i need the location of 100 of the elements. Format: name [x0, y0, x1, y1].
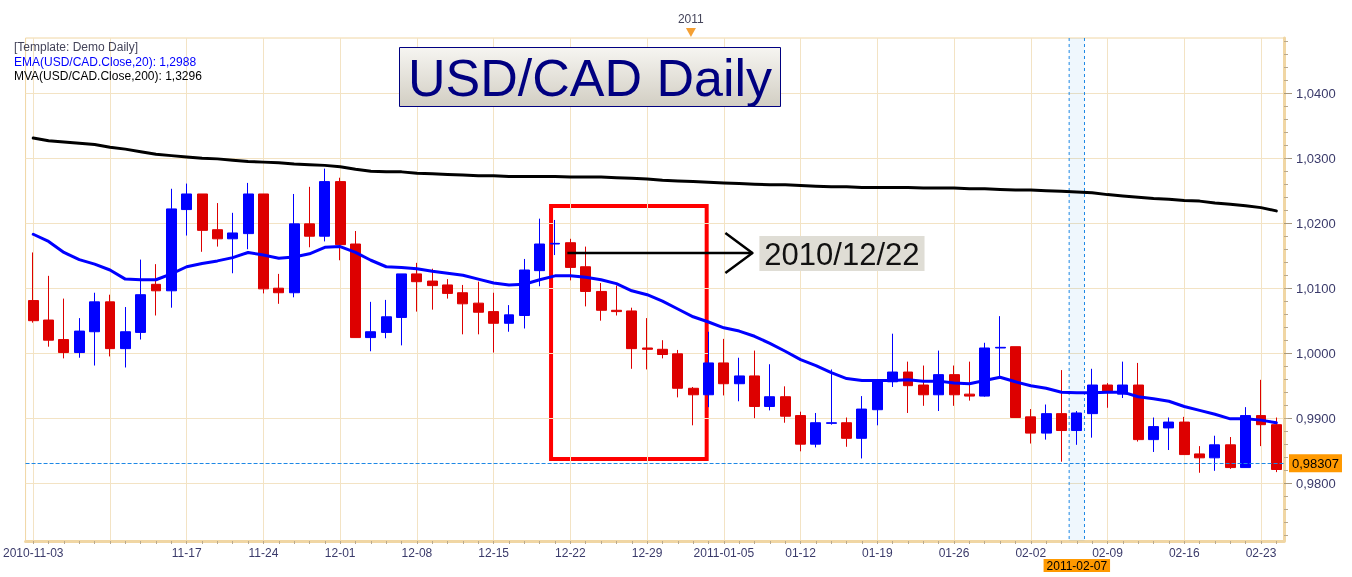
- candlestick: [120, 306, 131, 368]
- candlestick: [258, 193, 269, 294]
- legend-title: [Template: Demo Daily]: [14, 40, 139, 54]
- chart-title: USD/CAD Daily: [408, 49, 773, 107]
- y-tick-label: 0,9900: [1296, 410, 1336, 426]
- x-tick-label: 01-19: [861, 545, 893, 560]
- candlestick: [887, 333, 898, 388]
- candlestick: [1133, 362, 1144, 443]
- candlestick: [1194, 445, 1205, 474]
- candlestick: [89, 292, 100, 367]
- candlestick: [212, 202, 223, 248]
- x-tick-label: 02-09: [1092, 545, 1124, 560]
- candlestick: [1025, 408, 1036, 445]
- y-tick-label: 1,0300: [1296, 150, 1336, 166]
- candlestick: [734, 357, 745, 402]
- candlestick: [365, 301, 376, 352]
- candlestick: [427, 268, 438, 311]
- candlestick: [504, 304, 514, 333]
- line-series: [31, 136, 1278, 213]
- candlestick: [1010, 346, 1021, 419]
- candlestick: [626, 307, 637, 370]
- x-tick-label: 01-12: [785, 545, 817, 560]
- candlestick: [473, 281, 484, 335]
- x-tick-label: 11-24: [248, 545, 279, 560]
- candlestick: [764, 363, 775, 411]
- candlestick: [703, 331, 714, 408]
- candlestick: [918, 365, 929, 407]
- candlestick: [519, 258, 530, 329]
- text: EMA(USD/CAD.Close,20): 1,2988: [14, 55, 197, 69]
- candlestick: [780, 385, 791, 424]
- x-tick-label: 12-15: [478, 545, 510, 560]
- candlestick: [350, 230, 361, 339]
- candlestick: [335, 177, 346, 261]
- candlestick: [933, 350, 944, 412]
- candlestick: [442, 278, 453, 300]
- y-tick-label: 1,0200: [1296, 215, 1336, 231]
- candlestick: [273, 273, 284, 305]
- y-tick-label: 1,0100: [1296, 280, 1336, 296]
- x-tick-label: 12-08: [401, 545, 433, 560]
- candlestick: [457, 284, 468, 335]
- candlestick: [672, 349, 683, 398]
- candlestick: [135, 259, 146, 341]
- text: MVA(USD/CAD.Close,200): 1,3296: [14, 69, 203, 83]
- candlestick: [43, 275, 54, 348]
- x-tick-label: 01-26: [938, 545, 970, 560]
- candlestick: [718, 338, 729, 396]
- candlestick: [979, 342, 990, 398]
- x-tick-label: 11-17: [171, 545, 202, 560]
- candlestick: [964, 361, 975, 402]
- candlestick: [1056, 369, 1067, 463]
- x-tick-label: 12-29: [631, 545, 663, 560]
- x-tick-label: 12-22: [555, 545, 587, 560]
- candlestick: [1163, 417, 1174, 451]
- candlestick: [596, 282, 607, 322]
- y-tick-label: 1,0400: [1296, 85, 1336, 101]
- candlestick: [1271, 417, 1282, 473]
- x-tick-label: 12-01: [324, 545, 356, 560]
- candlestick: [642, 317, 653, 370]
- candlestick: [810, 412, 821, 448]
- candlestick: [197, 193, 208, 253]
- candlestick: [488, 292, 499, 354]
- y-tick-label: 1,0000: [1296, 345, 1336, 361]
- candlestick: [28, 251, 39, 324]
- x-tick-label: 02-02: [1015, 545, 1047, 560]
- candlestick: [1148, 417, 1159, 453]
- candlestick: [657, 339, 668, 359]
- text: 2011: [677, 12, 705, 26]
- ref-line-label: 0,98307: [1292, 455, 1339, 471]
- y-tick-label: 0,9800: [1296, 475, 1336, 491]
- candlestick: [1117, 361, 1128, 399]
- x-tick-label: 2011-02-07: [1046, 559, 1108, 573]
- candlestick: [105, 294, 115, 357]
- x-tick-label: 02-16: [1168, 545, 1200, 560]
- candlestick: [1209, 435, 1220, 472]
- candlestick: [181, 183, 192, 237]
- candlestick: [1071, 410, 1082, 446]
- candlestick: [1041, 404, 1052, 441]
- annotation: 2010/12/22: [764, 237, 920, 273]
- candlestick: [396, 273, 407, 346]
- candlestick: [151, 263, 161, 316]
- candlestick: [565, 238, 576, 281]
- candlestick: [841, 417, 852, 448]
- candlestick: [688, 386, 699, 426]
- candlestick: [611, 285, 622, 316]
- x-tick-label: 2011-01-05: [693, 545, 755, 560]
- candlestick: [74, 317, 85, 359]
- candlestick: [304, 186, 315, 248]
- candlestick: [381, 299, 392, 339]
- candlestick: [795, 411, 806, 452]
- candlestick: [1225, 436, 1236, 470]
- candlestick: [749, 350, 760, 419]
- candlestick: [995, 315, 1006, 378]
- candlestick: [856, 395, 867, 459]
- x-tick-label: 02-23: [1245, 545, 1277, 560]
- candlestick: [243, 182, 254, 250]
- candlestick: [1179, 416, 1190, 456]
- candlestick: [411, 262, 422, 313]
- candlestick: [58, 298, 69, 359]
- candlestick: [319, 168, 330, 242]
- x-tick-label: 2010-11-03: [2, 545, 64, 560]
